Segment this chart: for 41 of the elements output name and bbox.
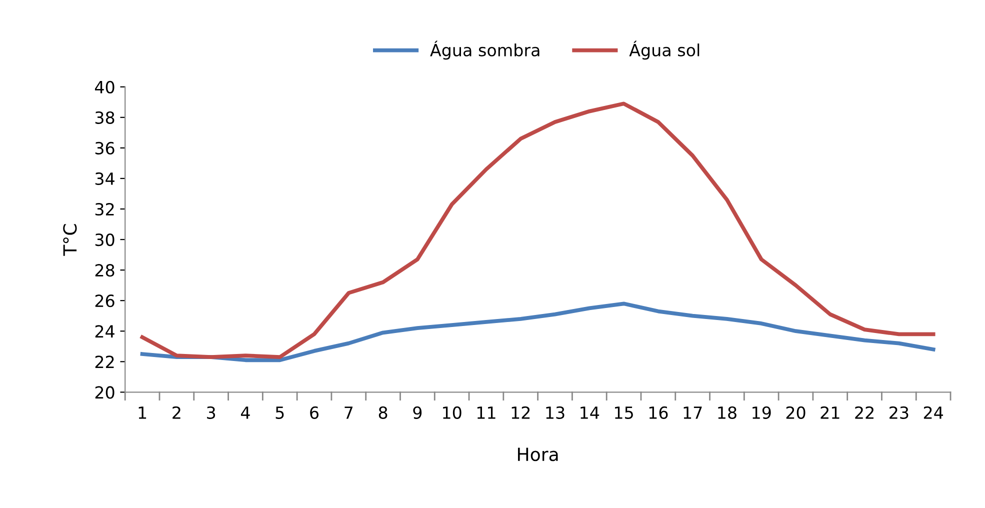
x-tick-label: 23: [890, 406, 908, 419]
y-axis-title: T°C: [63, 224, 77, 256]
x-tick-label: 9: [413, 406, 422, 419]
x-tick-label: 6: [310, 406, 319, 419]
x-tick-label: 20: [786, 406, 806, 419]
x-tick-label: 19: [752, 406, 771, 419]
x-tick-label: 16: [649, 406, 668, 419]
x-tick-label: 3: [207, 406, 216, 419]
line-series: [140, 302, 936, 362]
y-tick-label: 26: [95, 294, 114, 308]
legend-label: Água sol: [629, 40, 700, 60]
x-tick-label: 5: [276, 406, 284, 419]
y-tick-label: 24: [95, 325, 114, 338]
y-tick-label: 34: [95, 172, 114, 186]
x-tick-label: 17: [684, 406, 702, 419]
x-tick-label: 22: [855, 406, 874, 419]
x-tick-label: 14: [580, 406, 600, 419]
x-tick-label: 13: [546, 406, 564, 419]
y-tick-label: 32: [95, 202, 114, 216]
y-tick-label: 30: [95, 233, 114, 246]
x-tick-label: 10: [443, 406, 462, 419]
legend-label: Água sombra: [430, 40, 540, 60]
x-tick-label: 8: [378, 406, 388, 419]
line-series: [140, 102, 936, 360]
x-tick-label: 1: [138, 406, 146, 419]
x-tick-label: 2: [172, 406, 180, 419]
y-tick-label: 22: [95, 356, 114, 368]
y-tick-label: 20: [95, 386, 114, 399]
y-tick-label: 36: [95, 142, 114, 154]
x-axis-title: Hora: [518, 448, 558, 462]
y-tick-label: 28: [95, 264, 114, 277]
y-tick-label: 38: [95, 111, 114, 124]
x-tick-label: 12: [512, 406, 530, 419]
x-tick-label: 11: [477, 406, 496, 419]
x-tick-label: 7: [344, 406, 353, 419]
x-tick-label: 24: [924, 406, 943, 419]
x-tick-label: 18: [718, 406, 736, 419]
x-tick-label: 4: [240, 406, 250, 419]
x-tick-label: 15: [615, 406, 633, 419]
x-tick-label: 21: [820, 406, 840, 419]
y-tick-label: 40: [94, 80, 114, 94]
